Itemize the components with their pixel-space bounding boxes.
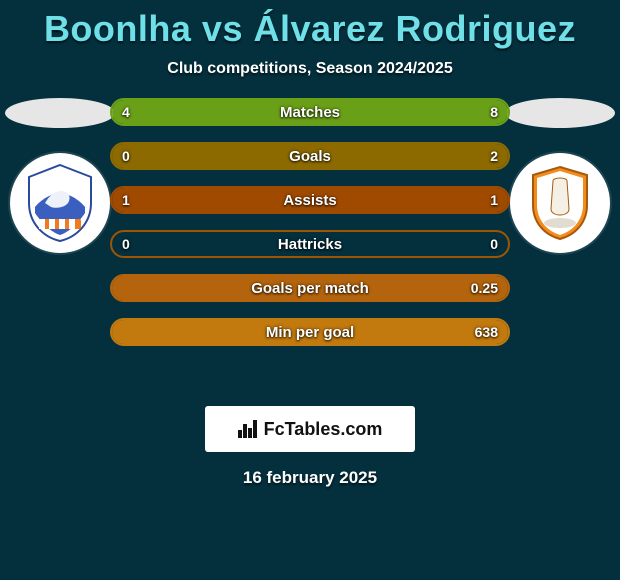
stat-bar: 638Min per goal xyxy=(110,318,510,346)
player-left-photo xyxy=(5,98,115,128)
player-left-column xyxy=(0,98,120,253)
subtitle: Club competitions, Season 2024/2025 xyxy=(0,60,620,78)
stat-fill-right xyxy=(243,100,508,124)
stat-fill-right xyxy=(112,276,508,300)
crest-left-icon xyxy=(25,163,95,243)
stat-label: Hattricks xyxy=(112,232,508,256)
stat-bar: 0 0Hattricks xyxy=(110,230,510,258)
stat-fill-left xyxy=(112,188,310,212)
stat-bar: 48Matches xyxy=(110,98,510,126)
stat-fill-left xyxy=(112,100,243,124)
stat-fill-right xyxy=(112,144,508,168)
player-right-photo xyxy=(505,98,615,128)
stat-bar: 11Assists xyxy=(110,186,510,214)
stat-bars: 48Matches 02Goals 11Assists 0 0Hattricks 0.25… xyxy=(110,98,510,346)
page-title: Boonlha vs Álvarez Rodriguez xyxy=(0,0,620,50)
date-label: 16 february 2025 xyxy=(0,468,620,488)
watermark-icon xyxy=(238,420,258,438)
stat-bar: 02Goals xyxy=(110,142,510,170)
stat-value-right: 0 xyxy=(490,232,498,256)
comparison-panel: 48Matches 02Goals 11Assists 0 0Hattricks 0.25… xyxy=(0,98,620,388)
player-right-crest xyxy=(510,153,610,253)
stat-value-left: 0 xyxy=(122,232,130,256)
player-left-crest xyxy=(10,153,110,253)
watermark-badge: FcTables.com xyxy=(205,406,415,452)
stat-fill-right xyxy=(112,320,508,344)
crest-right-icon xyxy=(525,163,595,243)
stat-fill-right xyxy=(310,188,508,212)
watermark-text: FcTables.com xyxy=(264,419,383,440)
player-right-column xyxy=(500,98,620,253)
stat-bar: 0.25Goals per match xyxy=(110,274,510,302)
